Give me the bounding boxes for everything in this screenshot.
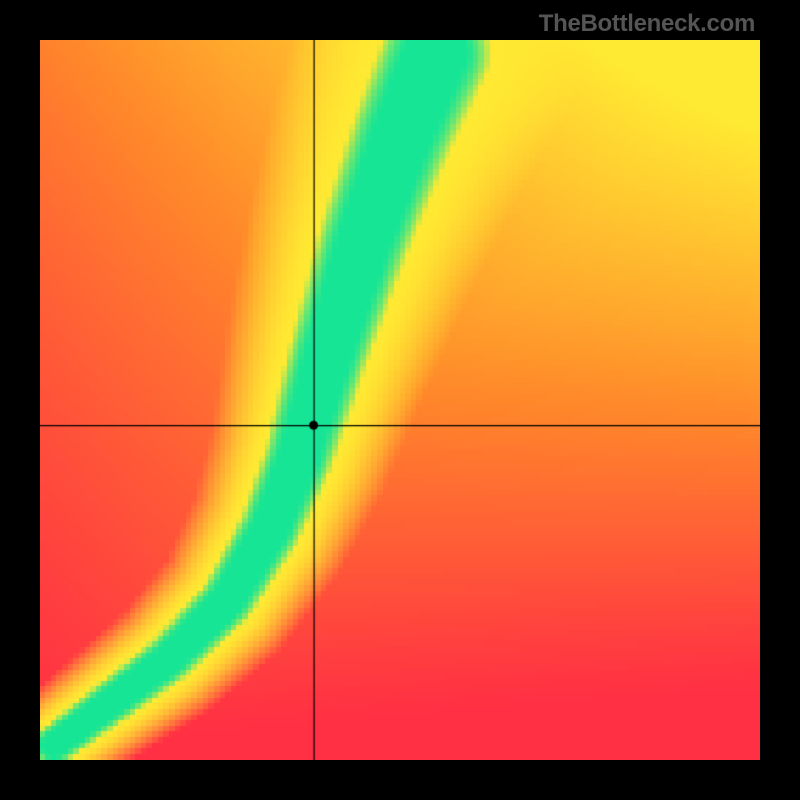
heatmap-plot (40, 40, 760, 760)
figure-container: TheBottleneck.com (0, 0, 800, 800)
watermark-text: TheBottleneck.com (539, 10, 755, 38)
